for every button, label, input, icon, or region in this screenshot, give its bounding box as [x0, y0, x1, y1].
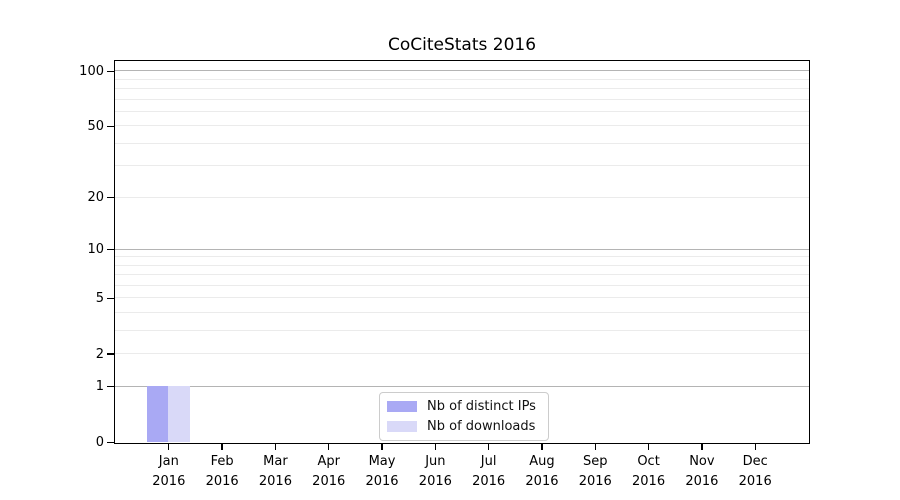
- y-tick-mark-1: [107, 386, 114, 388]
- x-tick-mark-nov: [701, 444, 703, 450]
- minor-gridline-3: [115, 329, 809, 331]
- x-tick-year-oct: 2016: [632, 473, 666, 489]
- bar-nb-of-distinct-ips-jan: [146, 386, 169, 442]
- x-tick-month-feb: Feb: [210, 454, 234, 469]
- x-tick-year-jan: 2016: [152, 473, 186, 489]
- major-gridline-1: [115, 385, 809, 387]
- y-tick-mark-50: [107, 125, 114, 127]
- x-tick-year-apr: 2016: [312, 473, 346, 489]
- x-tick-month-mar: Mar: [263, 454, 288, 469]
- x-tick-month-apr: Apr: [317, 454, 340, 469]
- x-tick-year-mar: 2016: [258, 473, 292, 489]
- legend-swatch-downloads: [387, 421, 417, 432]
- x-tick-month-jun: Jun: [425, 454, 446, 469]
- chart-title: CoCiteStats 2016: [387, 35, 537, 55]
- minor-gridline-30: [115, 165, 809, 167]
- minor-gridline-5: [115, 297, 809, 299]
- x-tick-mark-oct: [647, 444, 650, 450]
- x-tick-mark-jan: [168, 444, 170, 450]
- minor-gridline-4: [115, 312, 809, 314]
- major-gridline-10: [115, 248, 809, 250]
- x-tick-year-dec: 2016: [738, 473, 772, 489]
- y-tick-label-20: 20: [87, 190, 104, 206]
- x-tick-mark-jun: [434, 444, 436, 450]
- bar-nb-of-downloads-jan: [168, 386, 190, 442]
- legend-label-distinct-ips: Nb of distinct IPs: [427, 399, 536, 414]
- x-tick-month-sep: Sep: [583, 454, 608, 469]
- y-tick-mark-20: [107, 196, 114, 199]
- x-tick-label-jun: Jun 2016: [400, 452, 470, 491]
- x-tick-year-aug: 2016: [525, 473, 559, 489]
- legend-item-downloads: Nb of downloads: [387, 419, 539, 434]
- y-tick-label-5: 5: [95, 290, 104, 306]
- y-tick-label-100: 100: [79, 63, 104, 79]
- x-tick-label-dec: Dec 2016: [720, 452, 790, 491]
- x-tick-label-mar: Mar 2016: [240, 452, 310, 491]
- major-gridline-100: [115, 70, 809, 72]
- minor-gridline-80: [115, 87, 809, 89]
- minor-gridline-40: [115, 142, 809, 144]
- x-tick-month-aug: Aug: [529, 454, 555, 469]
- x-tick-label-sep: Sep 2016: [560, 452, 630, 491]
- minor-gridline-9: [115, 256, 809, 258]
- y-tick-mark-5: [107, 297, 114, 299]
- x-tick-label-apr: Apr 2016: [294, 452, 364, 491]
- x-tick-mark-may: [381, 444, 383, 450]
- y-tick-label-1: 1: [95, 379, 104, 395]
- y-tick-label-10: 10: [87, 242, 104, 258]
- x-tick-label-nov: Nov 2016: [667, 452, 737, 491]
- minor-gridline-60: [115, 110, 809, 112]
- x-tick-label-jan: Jan 2016: [134, 452, 204, 491]
- y-tick-label-2: 2: [95, 346, 104, 362]
- x-tick-month-nov: Nov: [689, 454, 715, 469]
- minor-gridline-6: [115, 284, 809, 286]
- y-tick-label-0: 0: [95, 435, 104, 450]
- minor-gridline-7: [115, 274, 809, 276]
- y-tick-mark-100: [107, 70, 114, 72]
- minor-gridline-8: [115, 264, 809, 266]
- x-tick-mark-apr: [328, 444, 330, 450]
- y-tick-mark-2: [107, 353, 114, 355]
- legend: Nb of distinct IPs Nb of downloads: [379, 392, 549, 441]
- legend-label-downloads: Nb of downloads: [427, 419, 536, 434]
- x-tick-mark-feb: [221, 444, 223, 450]
- y-tick-label-50: 50: [87, 118, 104, 134]
- x-tick-label-aug: Aug 2016: [507, 452, 577, 491]
- minor-gridline-2: [115, 353, 809, 355]
- minor-gridline-90: [115, 78, 809, 80]
- x-tick-year-jul: 2016: [472, 473, 506, 489]
- x-tick-month-may: May: [368, 454, 396, 469]
- x-tick-year-sep: 2016: [578, 473, 612, 489]
- x-tick-month-jan: Jan: [158, 454, 179, 469]
- plot-area: [114, 60, 810, 444]
- x-tick-year-feb: 2016: [205, 473, 239, 489]
- x-tick-mark-mar: [274, 444, 277, 450]
- x-tick-label-jul: Jul 2016: [454, 452, 524, 491]
- minor-gridline-50: [115, 125, 809, 127]
- x-tick-year-may: 2016: [365, 473, 399, 489]
- y-tick-mark-0: [107, 441, 114, 444]
- x-tick-mark-dec: [754, 444, 756, 450]
- x-tick-year-nov: 2016: [685, 473, 719, 489]
- minor-gridline-70: [115, 98, 809, 100]
- minor-gridline-20: [115, 196, 809, 198]
- x-tick-month-dec: Dec: [742, 454, 768, 469]
- legend-swatch-distinct-ips: [387, 401, 417, 412]
- x-tick-month-oct: Oct: [637, 454, 660, 469]
- x-tick-mark-aug: [541, 444, 543, 450]
- x-tick-label-may: May 2016: [347, 452, 417, 491]
- y-tick-mark-10: [107, 248, 114, 251]
- legend-item-distinct-ips: Nb of distinct IPs: [387, 399, 539, 414]
- x-tick-mark-sep: [594, 444, 596, 450]
- x-tick-label-oct: Oct 2016: [614, 452, 684, 491]
- x-tick-month-jul: Jul: [480, 454, 497, 469]
- x-tick-label-feb: Feb 2016: [187, 452, 257, 491]
- x-tick-mark-jul: [488, 444, 490, 450]
- x-tick-year-jun: 2016: [418, 473, 452, 489]
